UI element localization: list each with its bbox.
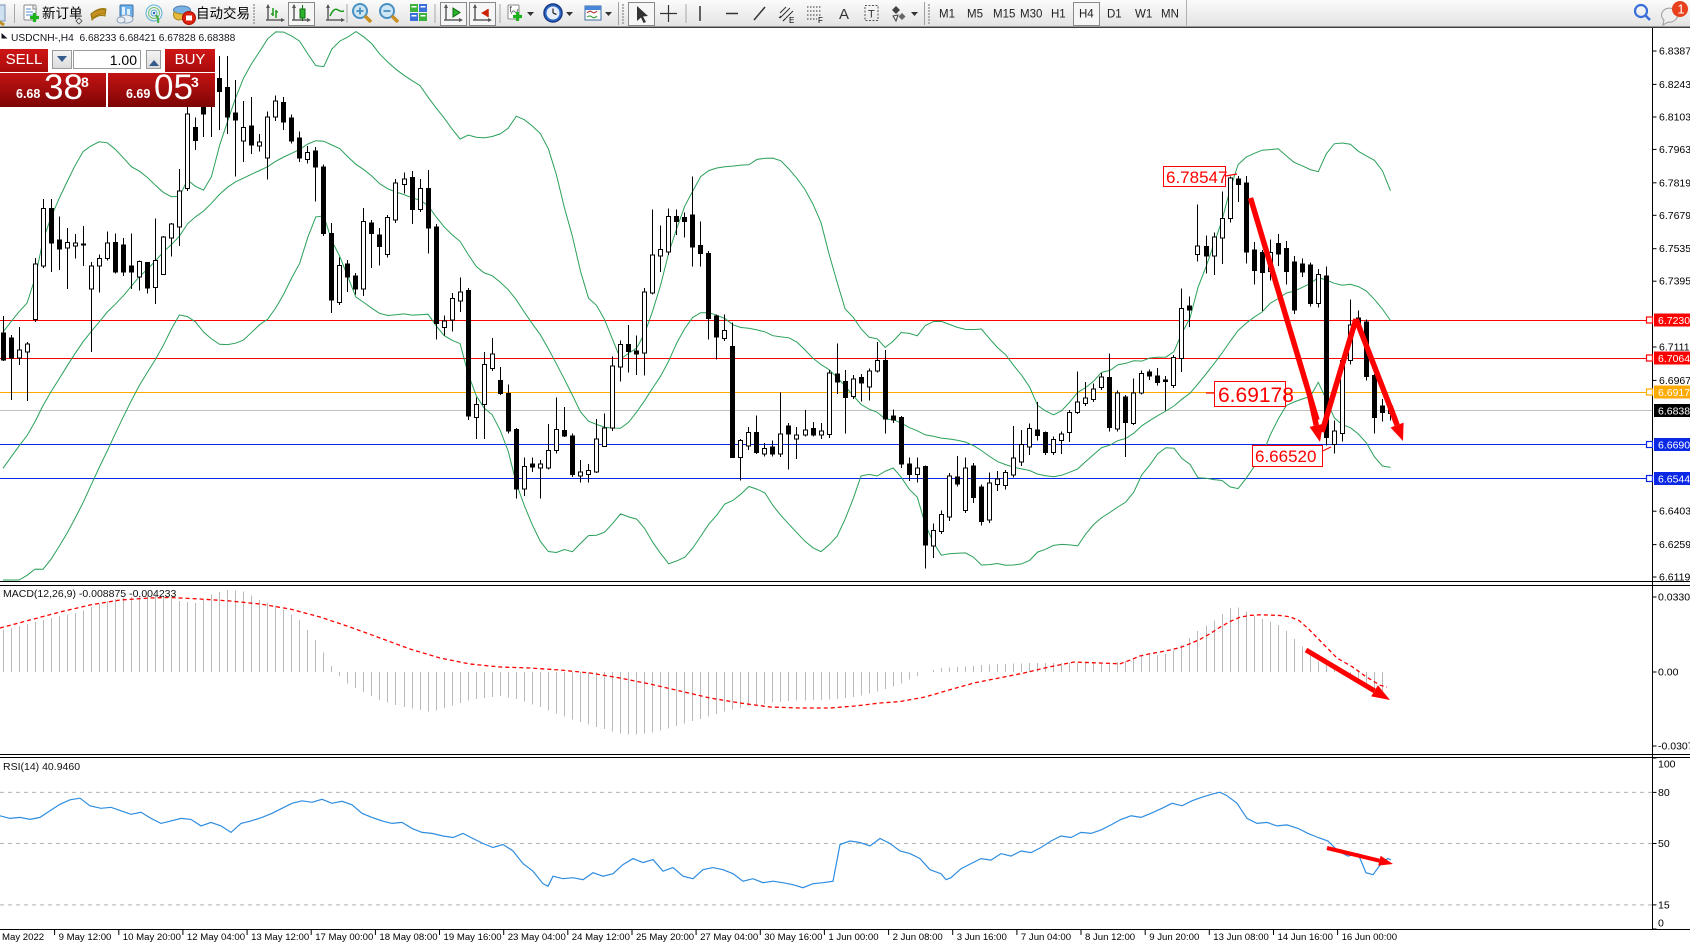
svg-text:6.78190: 6.78190 [1659,177,1690,189]
svg-text:USDCNH-,H4 6.68233 6.68421 6.: USDCNH-,H4 6.68233 6.68421 6.67828 6.683… [11,33,236,44]
svg-text:D1: D1 [1107,9,1122,21]
svg-text:M5: M5 [967,9,983,21]
svg-text:30 May 16:00: 30 May 16:00 [764,932,822,943]
svg-text:0.03301: 0.03301 [1658,592,1690,604]
svg-text:0.00: 0.00 [1658,667,1679,679]
svg-text:27 May 04:00: 27 May 04:00 [700,932,758,943]
svg-text:6.73950: 6.73950 [1659,276,1690,288]
svg-text:0: 0 [1658,917,1664,929]
svg-text:F: F [818,16,823,25]
svg-text:E: E [789,16,794,25]
svg-text:新订单: 新订单 [42,6,83,21]
svg-text:-0.03076: -0.03076 [1658,741,1690,753]
svg-text:MACD(12,26,9) -0.008875 -0.004: MACD(12,26,9) -0.008875 -0.004233 [3,588,177,600]
svg-text:13 May 12:00: 13 May 12:00 [251,932,309,943]
svg-text:24 May 12:00: 24 May 12:00 [572,932,630,943]
svg-text:6.78547: 6.78547 [1166,168,1227,187]
svg-text:6.76790: 6.76790 [1659,210,1690,222]
svg-text:A: A [839,6,849,23]
svg-text:8 Jun 12:00: 8 Jun 12:00 [1085,932,1135,943]
svg-text:6.64030: 6.64030 [1659,506,1690,518]
svg-text:3 Jun 16:00: 3 Jun 16:00 [957,932,1007,943]
svg-text:6.82430: 6.82430 [1659,79,1690,91]
svg-text:15: 15 [1658,899,1670,911]
svg-text:H1: H1 [1051,9,1066,21]
svg-text:17 May 00:00: 17 May 00:00 [315,932,373,943]
svg-text:1 Jun 00:00: 1 Jun 00:00 [828,932,878,943]
svg-text:M30: M30 [1020,9,1042,21]
svg-text:6.68388: 6.68388 [1658,405,1690,417]
svg-text:6.65446: 6.65446 [1658,473,1690,485]
svg-text:25 May 20:00: 25 May 20:00 [636,932,694,943]
svg-text:9 Jun 20:00: 9 Jun 20:00 [1149,932,1199,943]
svg-text:RSI(14) 40.9460: RSI(14) 40.9460 [3,761,80,773]
svg-text:f: f [510,5,513,14]
svg-text:6.75350: 6.75350 [1659,243,1690,255]
svg-text:6.71110: 6.71110 [1659,342,1690,354]
svg-text:18 May 08:00: 18 May 08:00 [379,932,437,943]
svg-text:100: 100 [1658,759,1676,771]
svg-text:1: 1 [1678,3,1685,17]
svg-text:14 Jun 16:00: 14 Jun 16:00 [1278,932,1333,943]
svg-text:6.83870: 6.83870 [1659,46,1690,58]
svg-text:W1: W1 [1135,9,1152,21]
svg-text:10 May 20:00: 10 May 20:00 [123,932,181,943]
svg-text:May 2022: May 2022 [2,932,44,943]
svg-text:6.69670: 6.69670 [1659,375,1690,387]
svg-text:9 May 12:00: 9 May 12:00 [59,932,112,943]
svg-text:80: 80 [1658,787,1670,799]
svg-text:6.66904: 6.66904 [1658,439,1690,451]
svg-text:6.72309: 6.72309 [1658,315,1690,327]
svg-text:23 May 04:00: 23 May 04:00 [508,932,566,943]
svg-text:6.66520: 6.66520 [1255,447,1316,466]
svg-text:16 Jun 00:00: 16 Jun 00:00 [1342,932,1397,943]
svg-text:6.69178: 6.69178 [1658,387,1690,399]
svg-text:M1: M1 [939,9,955,21]
svg-text:M15: M15 [993,9,1015,21]
svg-text:T: T [868,9,875,21]
svg-text:6.62590: 6.62590 [1659,539,1690,551]
svg-text:MN: MN [1161,9,1179,21]
svg-text:H4: H4 [1079,9,1094,21]
svg-text:19 May 16:00: 19 May 16:00 [444,932,502,943]
svg-text:7 Jun 04:00: 7 Jun 04:00 [1021,932,1071,943]
svg-text:2 Jun 08:00: 2 Jun 08:00 [893,932,943,943]
svg-text:6.81030: 6.81030 [1659,112,1690,124]
svg-text:12 May 04:00: 12 May 04:00 [187,932,245,943]
svg-text:自动交易: 自动交易 [196,5,250,21]
svg-text:50: 50 [1658,838,1670,850]
svg-text:6.69178: 6.69178 [1218,384,1294,407]
svg-text:6.79630: 6.79630 [1659,144,1690,156]
svg-text:13 Jun 08:00: 13 Jun 08:00 [1213,932,1268,943]
